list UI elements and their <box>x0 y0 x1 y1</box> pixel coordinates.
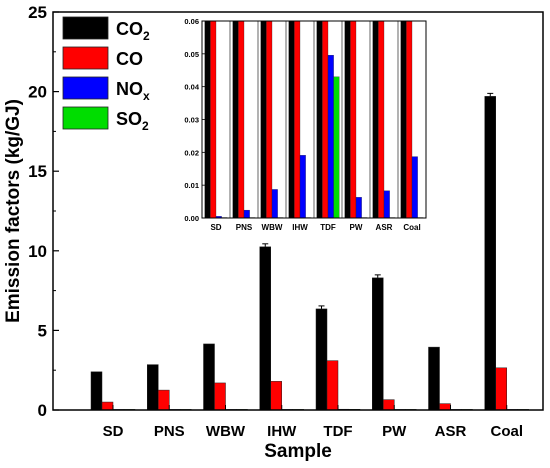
inset-y-tick-label: 0.06 <box>184 17 199 26</box>
inset-x-tick-label: SD <box>210 223 221 232</box>
inset-bar-co-tdf <box>322 20 329 219</box>
inset-bar-nox-pw <box>355 197 362 219</box>
inset-bar-co-wbw <box>266 20 273 219</box>
inset-x-tick-label: PNS <box>236 223 253 232</box>
inset-bar-co2-ihw <box>288 20 295 219</box>
inset-bar-co-coal <box>406 20 413 219</box>
bar-co-sd <box>101 401 114 411</box>
inset-bar-nox-asr <box>383 190 390 219</box>
inset-bar-co-ihw <box>294 20 301 219</box>
inset-bar-co2-wbw <box>260 20 267 219</box>
inset-y-tick-label: 0.05 <box>184 50 199 59</box>
bar-co2-asr <box>428 346 440 411</box>
legend-label-co: CO <box>116 49 143 69</box>
inset-bar-co-pns <box>238 20 245 219</box>
bar-co2-ihw <box>259 246 271 411</box>
inset-x-tick-label: TDF <box>320 223 336 232</box>
inset-x-tick-label: ASR <box>376 223 393 232</box>
bar-co2-tdf <box>315 308 328 411</box>
bar-co-pns <box>158 389 170 411</box>
legend-label-nox: NOx <box>116 79 150 103</box>
inset-bar-nox-tdf <box>327 54 334 219</box>
y-tick-label: 25 <box>28 3 47 22</box>
x-tick-label: ASR <box>435 423 467 440</box>
bar-co2-sd <box>90 371 103 411</box>
x-tick-label: Coal <box>490 423 523 440</box>
legend-swatch-so2 <box>62 106 109 130</box>
x-tick-label: PNS <box>154 423 185 440</box>
y-tick-label: 15 <box>28 162 47 181</box>
bar-co-pw <box>383 399 395 411</box>
inset-bar-co2-tdf <box>316 20 323 219</box>
bar-co-asr <box>439 403 451 411</box>
bar-co2-pw <box>372 277 384 411</box>
inset-bar-co2-coal <box>400 20 407 219</box>
bar-co-tdf <box>326 360 339 411</box>
x-axis-label: Sample <box>264 441 332 462</box>
y-tick-label: 0 <box>38 401 47 420</box>
inset-bar-co2-asr <box>372 20 379 219</box>
x-tick-label: SD <box>103 423 124 440</box>
inset-bar-co2-pw <box>344 20 351 219</box>
inset-x-tick-label: Coal <box>403 223 420 232</box>
inset-bar-so2-tdf <box>333 76 340 219</box>
y-axis-label: Emission factors (kg/GJ) <box>3 99 24 323</box>
inset-y-tick-label: 0.03 <box>184 116 199 125</box>
inset-bar-co2-pns <box>232 20 239 219</box>
x-tick-label: WBW <box>206 423 246 440</box>
inset-y-tick-label: 0.00 <box>184 214 199 223</box>
bar-co-ihw <box>270 381 282 411</box>
legend-label-co2: CO2 <box>116 19 150 43</box>
inset-y-tick-label: 0.04 <box>184 83 199 92</box>
inset-bar-co-asr <box>378 20 385 219</box>
inset-bar-nox-coal <box>411 156 418 219</box>
legend-swatch-co2 <box>62 16 109 40</box>
bar-co-coal <box>495 367 507 411</box>
inset-bar-nox-pns <box>243 209 250 219</box>
bar-co2-wbw <box>203 343 215 411</box>
inset-bar-nox-ihw <box>299 155 306 219</box>
x-tick-label: IHW <box>267 423 297 440</box>
inset-y-tick-label: 0.01 <box>184 181 199 190</box>
legend-swatch-co <box>62 46 109 70</box>
x-tick-label: PW <box>382 423 407 440</box>
inset-bar-nox-wbw <box>271 189 278 219</box>
inset-bar-co-pw <box>350 20 357 219</box>
bar-co2-pns <box>147 364 159 411</box>
inset-bar-co-sd <box>210 20 217 219</box>
legend-label-so2: SO2 <box>116 109 149 133</box>
legend-swatch-nox <box>62 76 109 100</box>
y-tick-label: 10 <box>28 242 47 261</box>
y-tick-label: 20 <box>28 83 47 102</box>
inset-y-tick-label: 0.02 <box>184 148 199 157</box>
bar-co2-coal <box>484 96 496 411</box>
inset-x-tick-label: PW <box>350 223 363 232</box>
y-tick-label: 5 <box>38 321 47 340</box>
inset-x-tick-label: IHW <box>292 223 308 232</box>
bar-co-wbw <box>214 382 226 411</box>
inset-x-tick-label: WBW <box>262 223 283 232</box>
x-tick-label: TDF <box>323 423 352 440</box>
